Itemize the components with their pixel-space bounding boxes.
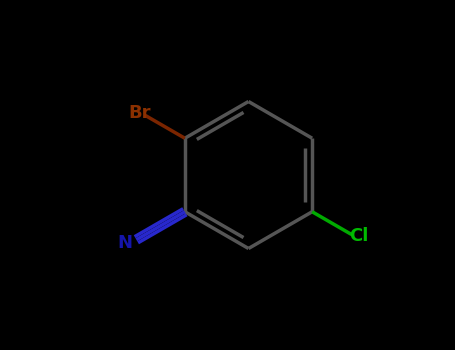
Text: Br: Br xyxy=(128,104,151,122)
Text: Cl: Cl xyxy=(349,227,369,245)
Text: N: N xyxy=(117,234,132,252)
